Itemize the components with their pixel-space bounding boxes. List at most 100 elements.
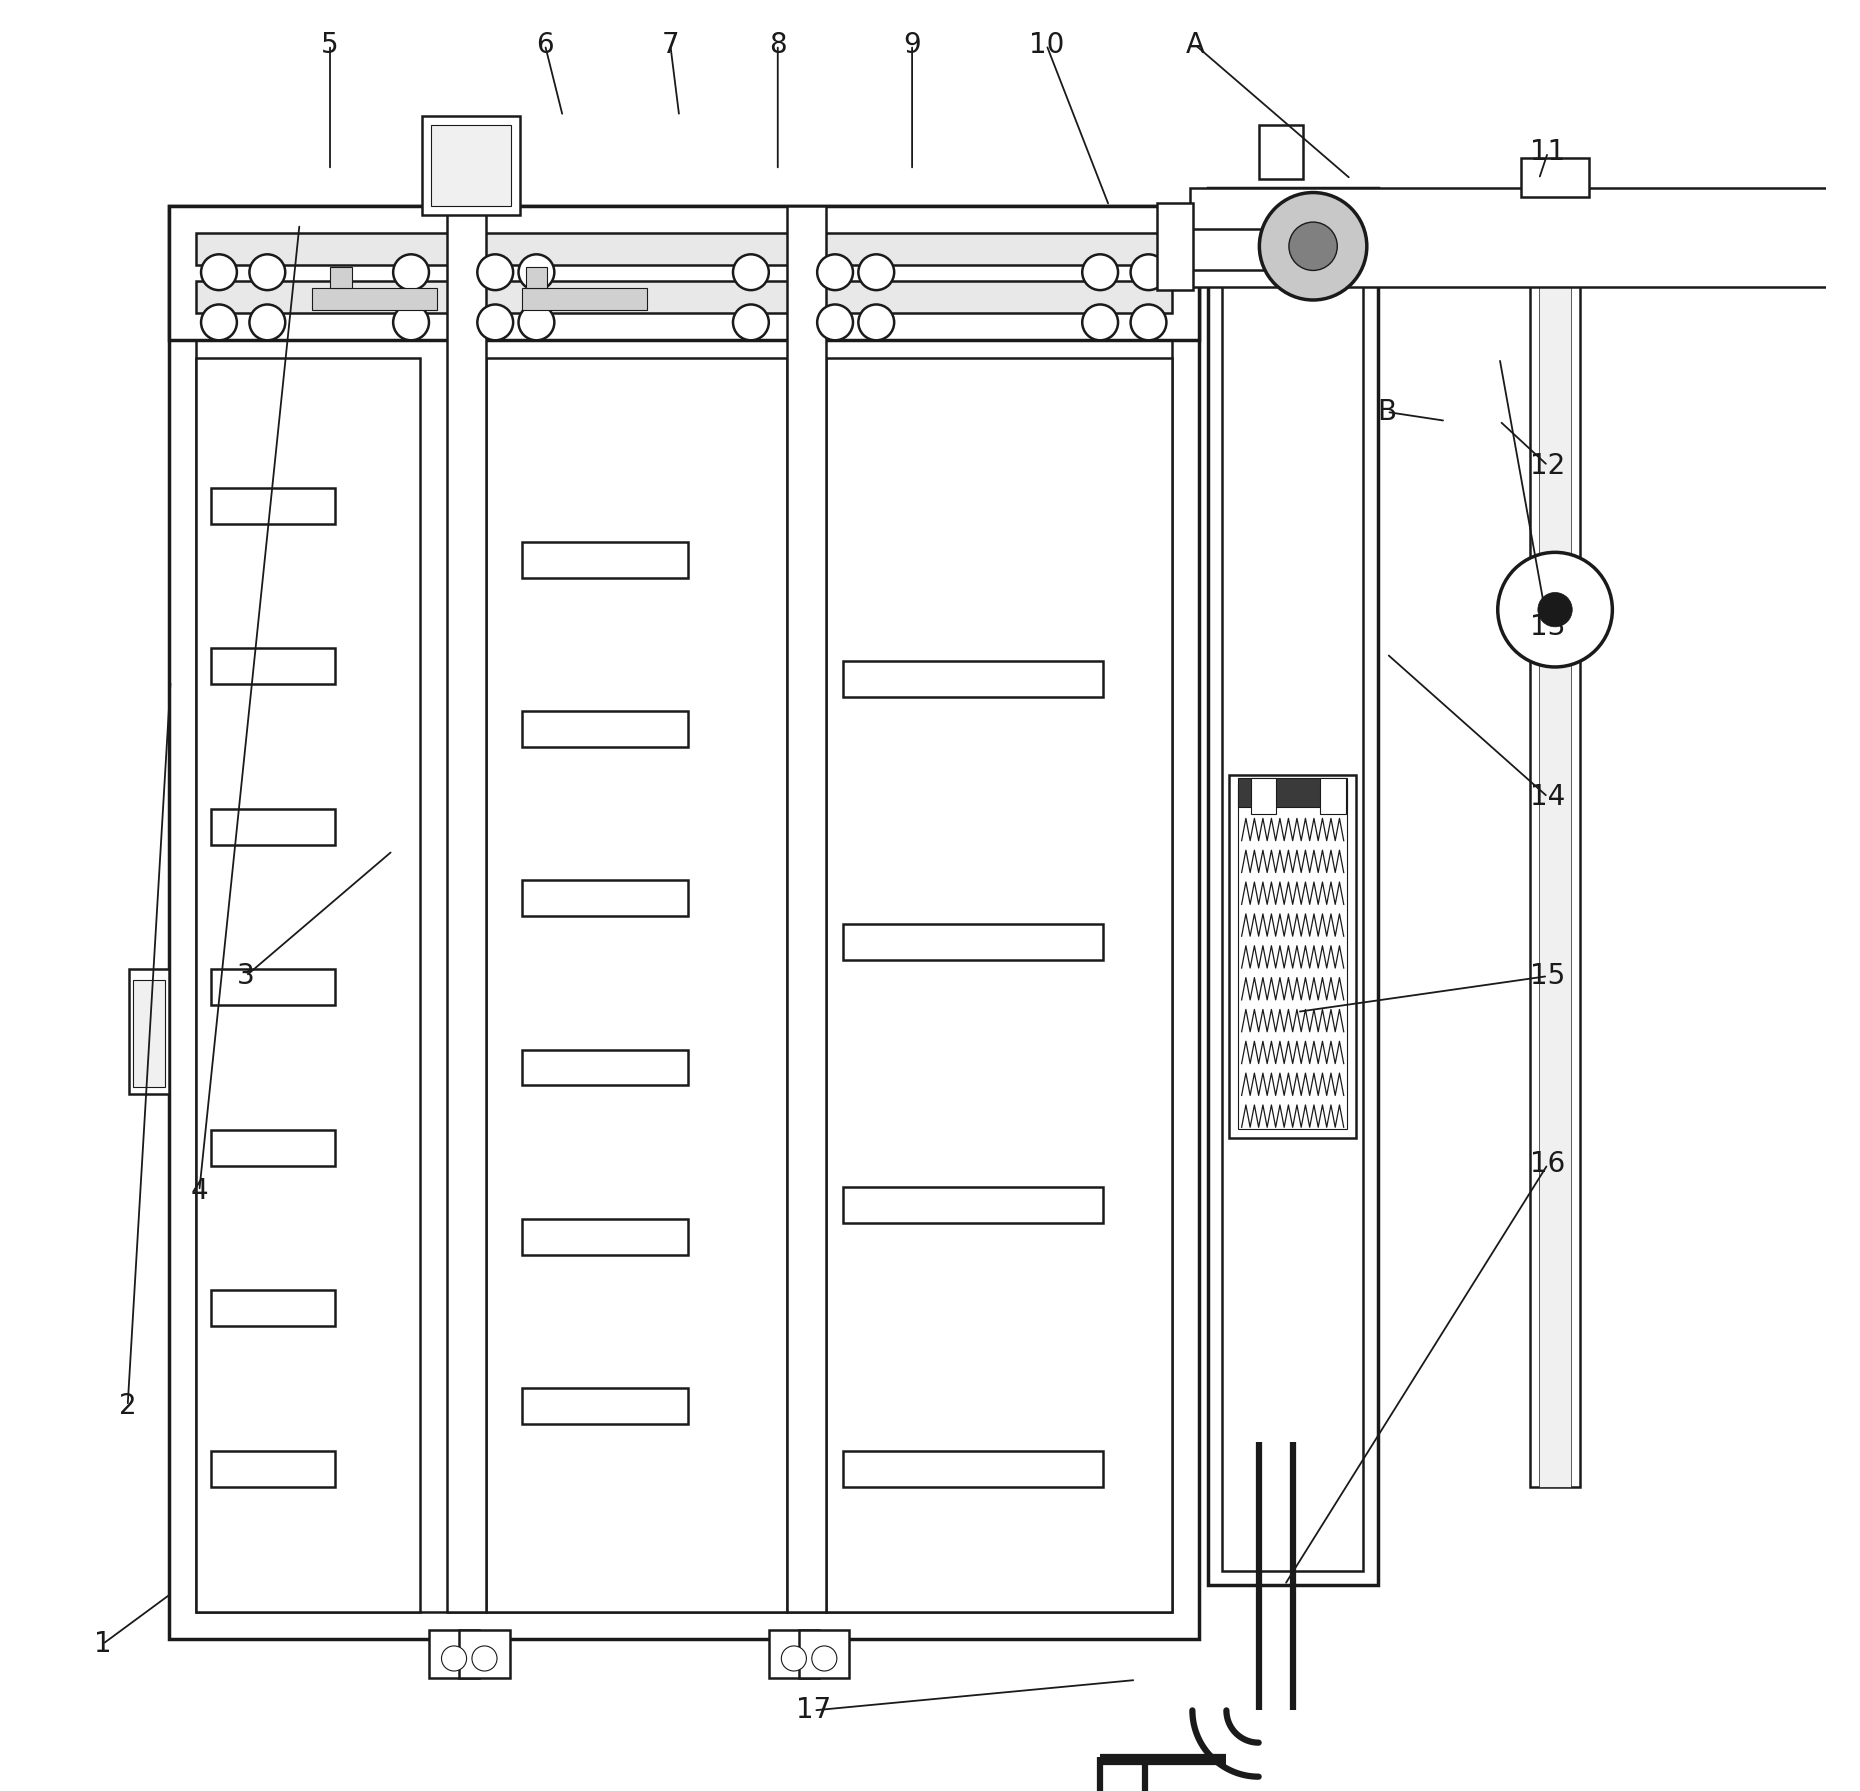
Bar (843, 924, 1103, 960)
Circle shape (1289, 222, 1337, 270)
Bar (523, 879, 688, 915)
Bar (523, 288, 647, 310)
Bar (523, 1388, 688, 1424)
Circle shape (249, 254, 285, 290)
Bar (212, 810, 335, 845)
Circle shape (733, 254, 768, 290)
Text: 15: 15 (1531, 962, 1566, 990)
Bar (329, 267, 352, 288)
Circle shape (478, 254, 513, 290)
Bar (212, 487, 335, 523)
Text: 17: 17 (796, 1696, 831, 1725)
Bar (459, 1630, 510, 1678)
Text: 1: 1 (93, 1630, 112, 1658)
Text: 13: 13 (1531, 613, 1566, 641)
Bar (1190, 188, 1860, 287)
Bar (523, 541, 688, 577)
Bar (1239, 784, 1347, 1128)
Circle shape (781, 1646, 807, 1671)
Bar (169, 206, 1198, 1639)
Circle shape (1538, 593, 1572, 627)
Text: 12: 12 (1531, 451, 1566, 480)
Circle shape (201, 304, 236, 340)
Text: 4: 4 (190, 1177, 208, 1205)
Text: B: B (1376, 398, 1397, 426)
Bar (1521, 158, 1588, 197)
Circle shape (249, 304, 285, 340)
Circle shape (441, 1646, 467, 1671)
Bar (130, 969, 169, 1094)
Bar (432, 125, 512, 206)
Bar (212, 1290, 335, 1325)
Bar (826, 358, 1172, 1612)
Text: 16: 16 (1531, 1150, 1566, 1178)
Circle shape (1259, 192, 1367, 299)
Circle shape (857, 304, 895, 340)
Bar (843, 1451, 1103, 1487)
Circle shape (1497, 552, 1613, 666)
Bar (212, 1451, 335, 1487)
Bar (485, 358, 787, 1612)
Bar (195, 233, 1172, 1612)
Bar (1157, 202, 1194, 290)
Circle shape (1131, 254, 1166, 290)
Text: 10: 10 (1029, 30, 1064, 59)
Bar (843, 661, 1103, 697)
Text: 6: 6 (536, 30, 554, 59)
Text: 2: 2 (119, 1392, 136, 1420)
Circle shape (519, 254, 554, 290)
Bar (312, 288, 437, 310)
Text: A: A (1185, 30, 1205, 59)
Circle shape (201, 254, 236, 290)
Bar (523, 711, 688, 747)
Bar (212, 969, 335, 1005)
Text: 7: 7 (662, 30, 679, 59)
Circle shape (1083, 304, 1118, 340)
Circle shape (392, 254, 430, 290)
Circle shape (1083, 254, 1118, 290)
Bar (430, 1630, 480, 1678)
Bar (1207, 188, 1378, 1585)
Bar (422, 116, 521, 215)
Bar (212, 1130, 335, 1166)
Circle shape (392, 304, 430, 340)
Bar (1229, 776, 1356, 1137)
Circle shape (478, 304, 513, 340)
Bar (195, 281, 1172, 313)
Circle shape (519, 304, 554, 340)
Text: 3: 3 (236, 962, 255, 990)
Bar (523, 1050, 688, 1085)
Bar (787, 206, 826, 1612)
Circle shape (733, 304, 768, 340)
Circle shape (817, 254, 854, 290)
Bar (195, 233, 1172, 265)
Circle shape (811, 1646, 837, 1671)
Bar (843, 1187, 1103, 1223)
Bar (134, 980, 166, 1087)
Bar (800, 1630, 850, 1678)
Circle shape (857, 254, 895, 290)
Bar (446, 206, 485, 1612)
Bar (1321, 779, 1345, 815)
Bar (195, 358, 420, 1612)
Bar (1239, 779, 1347, 808)
Text: 9: 9 (904, 30, 921, 59)
Bar (1531, 197, 1581, 1487)
Circle shape (1131, 304, 1166, 340)
Text: 14: 14 (1531, 783, 1566, 811)
Text: 5: 5 (322, 30, 339, 59)
Bar (212, 648, 335, 684)
Bar (1250, 779, 1276, 815)
Bar (1190, 229, 1269, 269)
Text: 8: 8 (768, 30, 787, 59)
Bar (523, 1218, 688, 1254)
Bar (1222, 202, 1363, 1571)
Bar (1259, 125, 1304, 179)
Bar (526, 267, 547, 288)
Bar (169, 206, 1198, 340)
Text: 11: 11 (1531, 138, 1566, 167)
Circle shape (817, 304, 854, 340)
Bar (768, 1630, 818, 1678)
Bar (1538, 197, 1572, 1487)
Circle shape (472, 1646, 497, 1671)
